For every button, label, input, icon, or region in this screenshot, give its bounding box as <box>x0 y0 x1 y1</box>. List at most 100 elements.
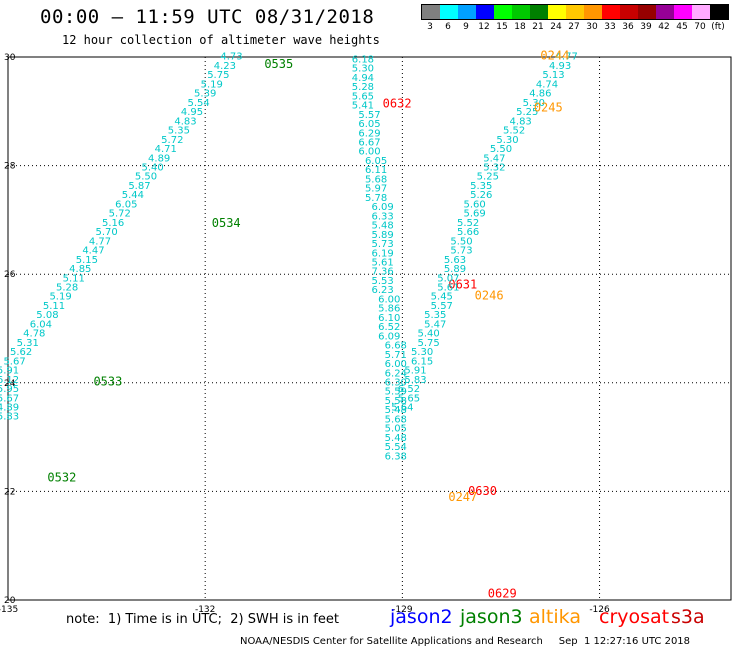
wave-height-value: 5.59 <box>385 387 407 398</box>
legend-swatch <box>458 5 476 19</box>
wave-height-value: 6.33 <box>372 211 394 222</box>
wave-height-value: 4.23 <box>214 61 236 72</box>
legend-label: 24 <box>550 22 562 32</box>
y-tick-label: 30 <box>4 53 16 63</box>
wave-height-value: 5.68 <box>365 174 387 185</box>
legend-swatch <box>512 5 530 19</box>
y-tick-label: 28 <box>4 162 16 172</box>
pass-time-label: 0535 <box>264 57 293 71</box>
legend-label: 45 <box>676 22 688 32</box>
y-tick-label: 24 <box>4 379 16 389</box>
wave-height-value: 6.52 <box>398 384 420 395</box>
satellite-label-s3a: s3a <box>671 606 705 628</box>
legend-label: 12 <box>478 22 490 32</box>
wave-height-value: 6.38 <box>385 451 407 462</box>
wave-height-value: 4.95 <box>181 107 203 118</box>
wave-height-value: 5.65 <box>352 91 374 102</box>
wave-height-value: 5.41 <box>352 101 374 112</box>
legend-swatch <box>638 5 656 19</box>
wave-height-value: 5.52 <box>503 126 525 137</box>
legend-swatch <box>548 5 566 19</box>
plot-frame <box>7 56 732 601</box>
x-tick-label: -129 <box>392 605 413 615</box>
legend-label: 36 <box>622 22 634 32</box>
footer-credit: NOAA/NESDIS Center for Satellite Applica… <box>240 636 691 647</box>
wave-height-value: 5.61 <box>437 282 459 293</box>
wave-height-value: 5.64 <box>391 402 413 413</box>
wave-height-value: 6.19 <box>372 248 394 259</box>
wave-height-value: 6.00 <box>378 294 400 305</box>
wave-height-value: 5.15 <box>76 255 98 266</box>
wave-height-value: 5.89 <box>444 264 466 275</box>
wave-height-value: 5.48 <box>372 221 394 232</box>
wave-height-value: 5.30 <box>352 64 374 75</box>
wave-height-value: 6.00 <box>385 359 407 370</box>
x-tick-label: -135 <box>0 605 18 615</box>
legend-label: 18 <box>514 22 526 32</box>
wave-height-value: 4.73 <box>220 52 242 63</box>
wave-height-value: 5.65 <box>398 393 420 404</box>
wave-height-value: 5.47 <box>483 153 505 164</box>
wave-height-value: 5.53 <box>372 276 394 287</box>
wave-height-value: 5.63 <box>444 255 466 266</box>
legend-swatch <box>530 5 548 19</box>
wave-height-value: 5.54 <box>187 98 209 109</box>
wave-height-value: 6.23 <box>372 285 394 296</box>
wave-height-value: 4.78 <box>23 329 45 340</box>
legend-label: 3 <box>427 22 433 32</box>
wave-height-value: 5.16 <box>102 218 124 229</box>
wave-height-value: 4.71 <box>155 144 177 155</box>
legend-label: 33 <box>604 22 616 32</box>
wave-height-value: 5.97 <box>365 184 387 195</box>
legend-swatch <box>440 5 458 19</box>
wave-height-value: 6.18 <box>352 54 374 65</box>
wave-height-value: 5.48 <box>385 405 407 416</box>
legend-label: 6 <box>445 22 451 32</box>
wave-height-value: 5.31 <box>17 338 39 349</box>
wave-height-value: 4.93 <box>549 61 571 72</box>
wave-height-value: 6.00 <box>358 147 380 158</box>
wave-height-value: 6.29 <box>358 128 380 139</box>
wave-height-value: 5.67 <box>3 356 25 367</box>
legend-label: 30 <box>586 22 598 32</box>
wave-height-value: 5.52 <box>457 218 479 229</box>
legend-label: 9 <box>463 22 469 32</box>
wave-height-value: 6.30 <box>385 378 407 389</box>
wave-height-value: 5.50 <box>490 144 512 155</box>
wave-height-value: 5.73 <box>372 239 394 250</box>
wave-height-value: 5.28 <box>56 282 78 293</box>
wave-height-value: 4.86 <box>529 89 551 100</box>
wave-height-value: 4.77 <box>556 52 578 63</box>
legend-label: 21 <box>532 22 544 32</box>
wave-height-value: 6.15 <box>411 356 433 367</box>
wave-height-value: 6.24 <box>385 368 407 379</box>
wave-height-value: 5.57 <box>431 301 453 312</box>
satellite-label-jason2: jason2 <box>390 606 453 628</box>
legend-swatch <box>602 5 620 19</box>
wave-height-value: 5.40 <box>418 329 440 340</box>
legend-swatch <box>674 5 692 19</box>
satellite-label-jason3: jason3 <box>460 606 523 628</box>
wave-height-value: 7.36 <box>372 267 394 278</box>
wave-height-value: 5.78 <box>365 193 387 204</box>
wave-height-value: 5.35 <box>424 310 446 321</box>
wave-height-value: 5.69 <box>464 209 486 220</box>
satellite-label-altika: altika <box>529 606 581 628</box>
note-text: note: 1) Time is in UTC; 2) SWH is in fe… <box>66 612 339 627</box>
wave-height-value: 5.50 <box>450 236 472 247</box>
wave-height-value: 5.61 <box>372 258 394 269</box>
pass-time-label: 0631 <box>448 277 477 291</box>
legend-label: 42 <box>658 22 670 32</box>
wave-height-value: 6.05 <box>115 199 137 210</box>
wave-height-value: 5.11 <box>63 273 85 284</box>
wave-height-value: 5.35 <box>470 181 492 192</box>
pass-time-label: 0629 <box>488 586 517 600</box>
wave-height-value: 5.87 <box>128 181 150 192</box>
legend-swatch <box>494 5 512 19</box>
pass-time-label: 0246 <box>475 289 504 303</box>
wave-height-value: 5.70 <box>95 227 117 238</box>
wave-height-value: 4.83 <box>510 116 532 127</box>
legend-label: 15 <box>496 22 508 32</box>
pass-time-label: 0245 <box>534 100 563 114</box>
